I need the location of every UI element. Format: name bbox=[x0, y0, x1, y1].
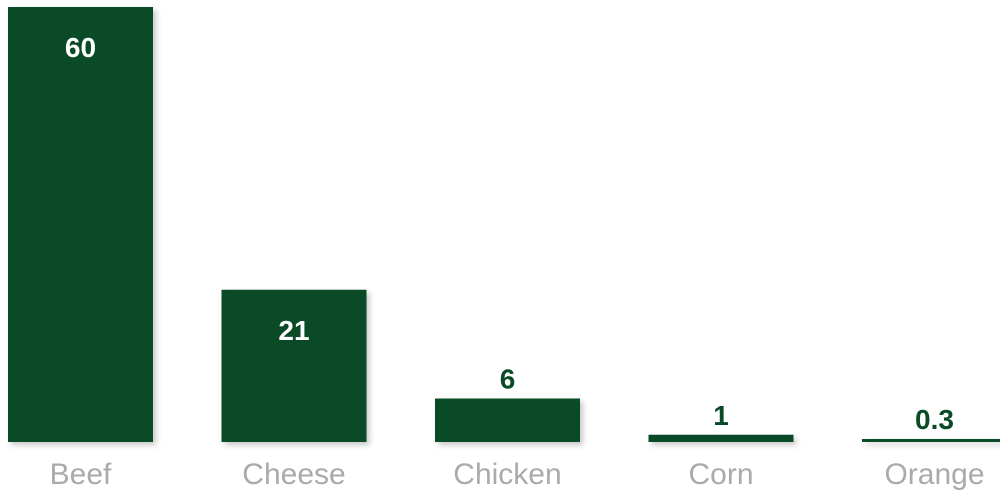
category-label-chicken: Chicken bbox=[453, 458, 561, 491]
bar-beef bbox=[8, 7, 153, 442]
value-labels-group: 60 21 6 1 0.3 bbox=[65, 32, 954, 435]
category-label-cheese: Cheese bbox=[242, 458, 345, 491]
bar-orange bbox=[862, 439, 1000, 442]
bar-cheese bbox=[221, 289, 367, 442]
category-labels-group: Beef Cheese Chicken Corn Orange bbox=[50, 458, 985, 491]
value-label-cheese: 21 bbox=[278, 315, 309, 346]
bar-corn bbox=[648, 434, 794, 442]
bars-group bbox=[8, 7, 1000, 442]
category-label-orange: Orange bbox=[884, 458, 984, 491]
value-label-orange: 0.3 bbox=[915, 404, 954, 435]
value-label-corn: 1 bbox=[713, 400, 729, 431]
value-label-beef: 60 bbox=[65, 32, 96, 63]
bar-chicken bbox=[435, 398, 580, 442]
category-label-corn: Corn bbox=[688, 458, 753, 491]
category-label-beef: Beef bbox=[50, 458, 112, 491]
value-label-chicken: 6 bbox=[500, 364, 516, 395]
